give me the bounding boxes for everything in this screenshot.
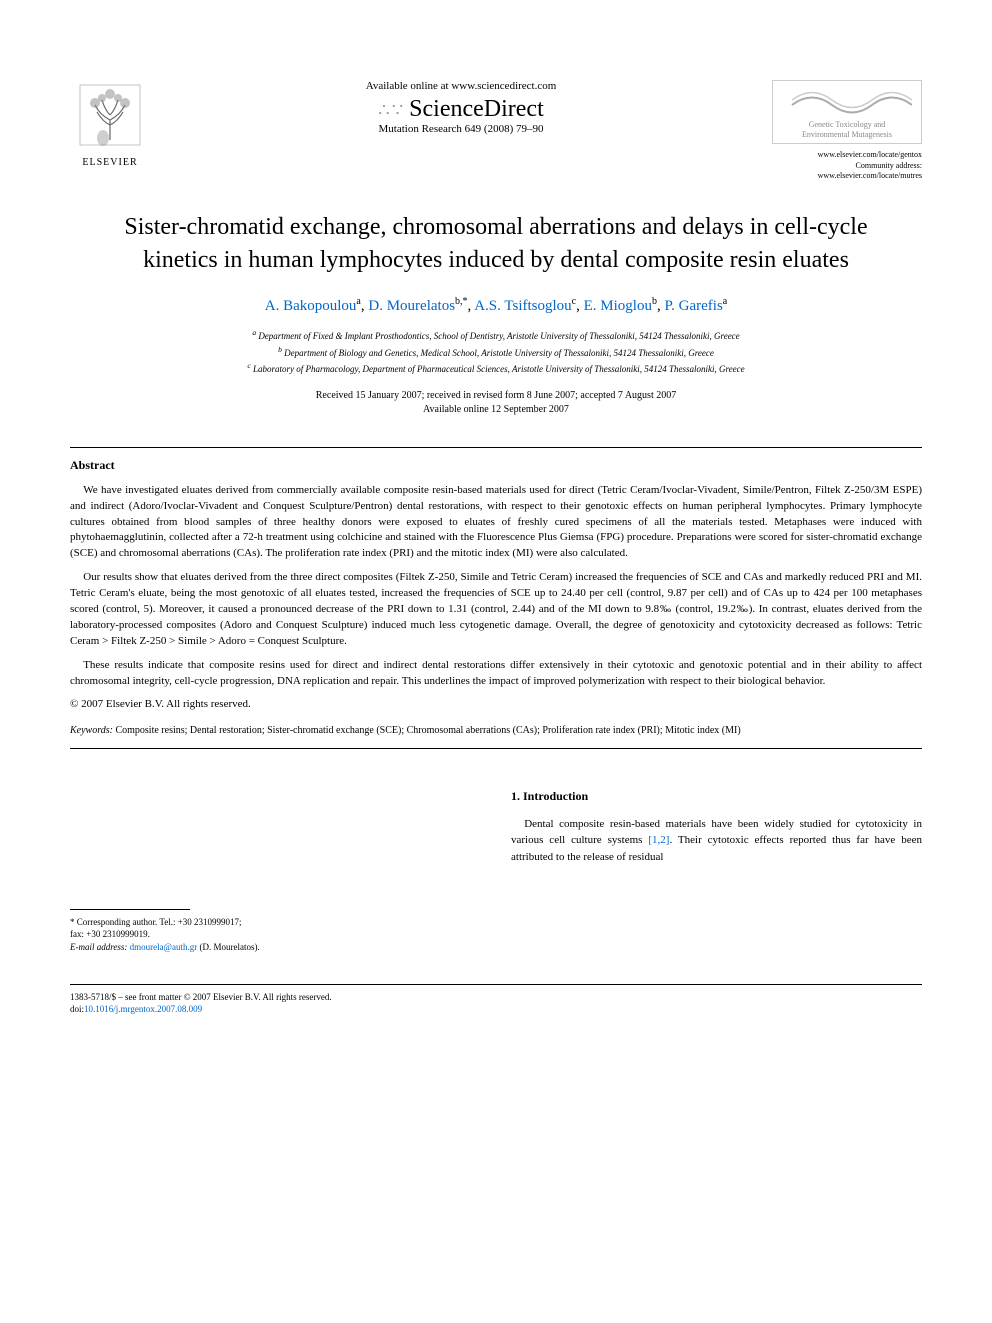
doi-link[interactable]: 10.1016/j.mrgentox.2007.08.009 [84,1004,202,1014]
url2[interactable]: Community address: www.elsevier.com/loca… [772,161,922,182]
elsevier-logo: ELSEVIER [70,80,150,168]
affiliation-c: c Laboratory of Pharmacology, Department… [70,360,922,377]
author-2[interactable]: D. Mourelatos [368,298,455,314]
abstract-heading: Abstract [70,458,922,473]
corresponding-tel: * Corresponding author. Tel.: +30 231099… [70,916,481,929]
sd-dots-icon: ∴∵ [378,100,405,120]
author-5[interactable]: P. Garefis [664,298,722,314]
email-link[interactable]: dmourela@auth.gr [130,942,198,952]
header-row: ELSEVIER Available online at www.science… [70,80,922,181]
abstract-section: Abstract We have investigated eluates de… [70,458,922,710]
doi-label: doi: [70,1004,84,1014]
elsevier-tree-icon [75,80,145,150]
abstract-p3: These results indicate that composite re… [70,658,922,690]
url1[interactable]: www.elsevier.com/locate/gentox [772,150,922,160]
journal-reference: Mutation Research 649 (2008) 79–90 [170,123,752,135]
divider-bottom [70,748,922,749]
affiliation-b: b Department of Biology and Genetics, Me… [70,344,922,361]
keywords-label: Keywords: [70,725,113,736]
journal-urls: www.elsevier.com/locate/gentox Community… [772,150,922,181]
two-column-section: * Corresponding author. Tel.: +30 231099… [70,789,922,954]
journal-wave-icon [782,85,912,115]
center-header: Available online at www.sciencedirect.co… [150,80,772,135]
author-4[interactable]: E. Mioglou [584,298,652,314]
journal-logo-block: Genetic Toxicology and Environmental Mut… [772,80,922,181]
corresponding-footnote: * Corresponding author. Tel.: +30 231099… [70,916,481,954]
keywords-text: Composite resins; Dental restoration; Si… [115,725,740,736]
sciencedirect-logo: ∴∵ ScienceDirect [170,96,752,123]
affiliations: a Department of Fixed & Implant Prosthod… [70,327,922,377]
footnote-rule [70,909,190,910]
article-dates: Received 15 January 2007; received in re… [70,389,922,417]
elsevier-label: ELSEVIER [70,157,150,168]
left-column: * Corresponding author. Tel.: +30 231099… [70,789,481,954]
journal-sub1: Genetic Toxicology and [777,120,917,130]
author-1[interactable]: A. Bakopoulou [265,298,357,314]
intro-heading: 1. Introduction [511,789,922,804]
abstract-p1: We have investigated eluates derived fro… [70,483,922,563]
journal-sub2: Environmental Mutagenesis [777,130,917,140]
article-title: Sister-chromatid exchange, chromosomal a… [110,211,882,276]
intro-paragraph: Dental composite resin-based materials h… [511,816,922,866]
dates-online: Available online 12 September 2007 [70,403,922,417]
divider-top [70,447,922,448]
right-column: 1. Introduction Dental composite resin-b… [511,789,922,954]
footer-rule [70,984,922,985]
dates-received: Received 15 January 2007; received in re… [70,389,922,403]
affiliation-a: a Department of Fixed & Implant Prosthod… [70,327,922,344]
author-3[interactable]: A.S. Tsiftsoglou [474,298,571,314]
journal-logo-frame: Genetic Toxicology and Environmental Mut… [772,80,922,144]
intro-refs[interactable]: [1,2] [648,834,669,846]
authors-line: A. Bakopouloua, D. Mourelatosb,*, A.S. T… [70,296,922,315]
footer: 1383-5718/$ – see front matter © 2007 El… [70,991,922,1016]
email-label: E-mail address: [70,942,127,952]
corresponding-email-line: E-mail address: dmourela@auth.gr (D. Mou… [70,941,481,954]
footer-issn: 1383-5718/$ – see front matter © 2007 El… [70,991,922,1004]
abstract-p2: Our results show that eluates derived fr… [70,570,922,650]
footer-doi-line: doi:10.1016/j.mrgentox.2007.08.009 [70,1003,922,1016]
copyright: © 2007 Elsevier B.V. All rights reserved… [70,698,922,710]
keywords-line: Keywords: Composite resins; Dental resto… [70,724,922,738]
sciencedirect-text: ScienceDirect [409,96,544,122]
corresponding-fax: fax: +30 2310999019. [70,928,481,941]
email-name: (D. Mourelatos). [199,942,259,952]
available-online-text: Available online at www.sciencedirect.co… [170,80,752,92]
